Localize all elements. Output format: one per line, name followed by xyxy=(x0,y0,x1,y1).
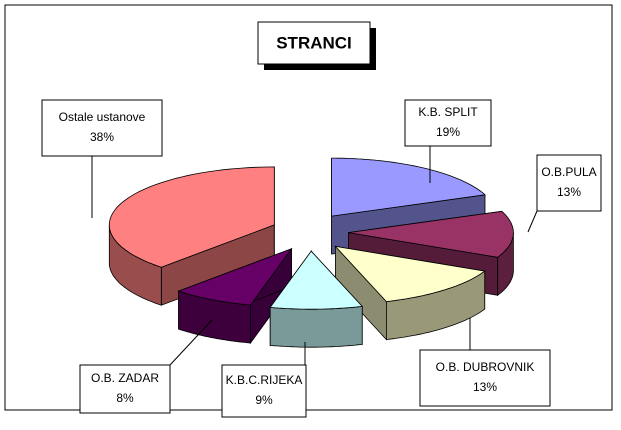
label-name: Ostale ustanove xyxy=(59,110,146,124)
label-value: 13% xyxy=(557,185,581,199)
leader-line xyxy=(527,210,538,233)
slice-top xyxy=(331,157,486,217)
label-name: O.B. ZADAR xyxy=(91,371,159,385)
slice-top xyxy=(177,247,293,306)
slice-top xyxy=(269,250,364,310)
leader-line xyxy=(169,319,213,366)
slice-top xyxy=(334,245,486,303)
label-name: K.B.C.RIJEKA xyxy=(226,373,303,387)
label-box xyxy=(536,154,602,212)
pie-slice xyxy=(334,245,486,341)
chart-title: STRANCI xyxy=(276,33,352,52)
label-value: 8% xyxy=(116,391,134,405)
label-value: 9% xyxy=(255,393,273,407)
slice-outer-wall xyxy=(269,305,363,348)
pie xyxy=(108,157,514,348)
label-name: O.B.PULA xyxy=(541,165,596,179)
label-value: 38% xyxy=(90,130,114,144)
label-box xyxy=(41,99,163,157)
label-value: 13% xyxy=(473,380,497,394)
label-value: 19% xyxy=(436,125,460,139)
label-name: K.B. SPLIT xyxy=(418,105,478,119)
label-box xyxy=(79,364,171,414)
label-box xyxy=(419,349,551,407)
pie-slice xyxy=(108,166,275,306)
title-box xyxy=(257,21,371,65)
slice-top xyxy=(348,210,514,258)
slice-top xyxy=(108,166,275,268)
label-box xyxy=(404,99,492,147)
labels: K.B. SPLIT 19% O.B.PULA 13% O.B. DUBROVNIK 13… xyxy=(41,99,602,418)
pie-slice xyxy=(177,247,293,345)
pie-slice xyxy=(269,249,364,348)
label-box xyxy=(221,364,307,418)
label-name: O.B. DUBROVNIK xyxy=(436,360,535,374)
